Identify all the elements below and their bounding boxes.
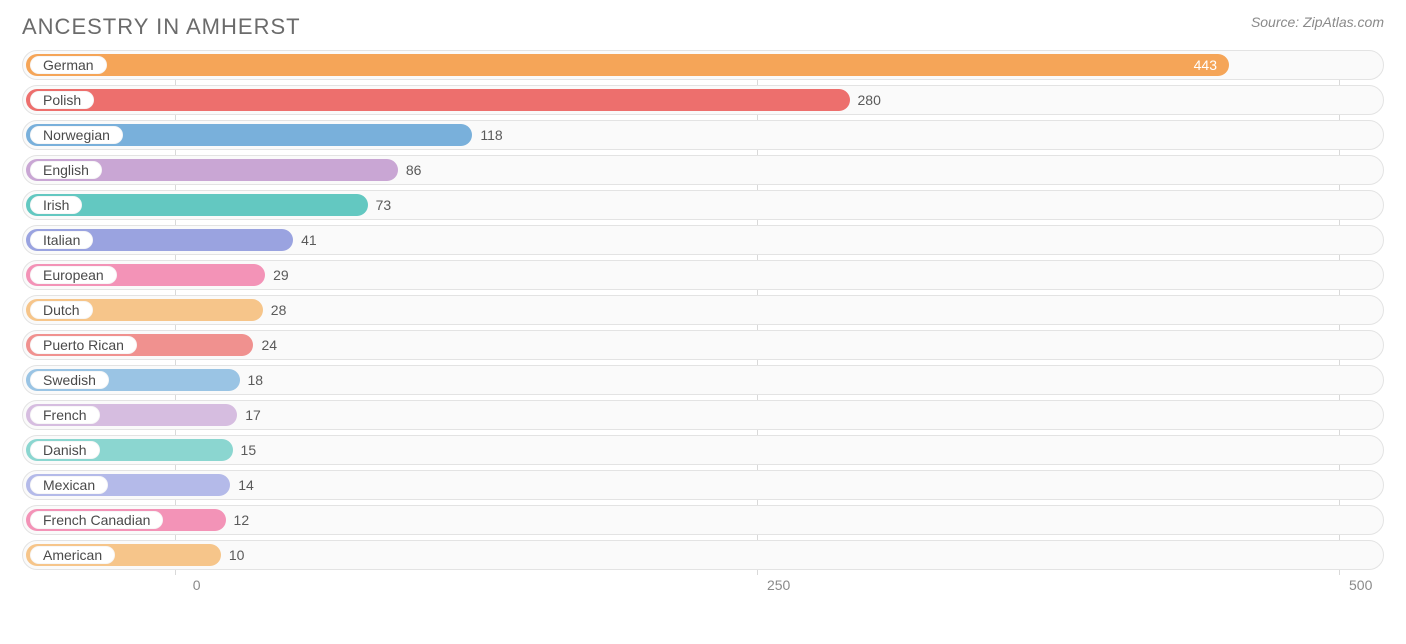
chart-title: ANCESTRY IN AMHERST [22, 14, 301, 40]
bar-container: German443 Polish 280 Norwegian 118 English 86 I… [22, 50, 1384, 570]
bar-track: Norwegian 118 [22, 120, 1384, 150]
chart-area: German443Polish280Norwegian118English86I… [0, 50, 1406, 603]
chart-source: Source: ZipAtlas.com [1251, 14, 1384, 30]
bar-value: 14 [230, 471, 254, 499]
bar-label: French Canadian [30, 511, 163, 529]
bar-value: 15 [233, 436, 257, 464]
bar-track: Puerto Rican 24 [22, 330, 1384, 360]
bar-track: Danish 15 [22, 435, 1384, 465]
bar-fill [26, 89, 850, 111]
bar-track: Mexican 14 [22, 470, 1384, 500]
bar-track: American 10 [22, 540, 1384, 570]
bar-label: French [30, 406, 100, 424]
bar-label: Mexican [30, 476, 108, 494]
axis-tick-label: 0 [193, 577, 201, 593]
bar-value: 73 [368, 191, 392, 219]
bar-label: Puerto Rican [30, 336, 137, 354]
bar-track: Polish 280 [22, 85, 1384, 115]
bar-label: Norwegian [30, 126, 123, 144]
bar-track: German443 [22, 50, 1384, 80]
bar-label: English [30, 161, 102, 179]
bar-value: 18 [240, 366, 264, 394]
bar-value: 12 [226, 506, 250, 534]
bar-label: Polish [30, 91, 94, 109]
bar-value: 29 [265, 261, 289, 289]
bar-label: European [30, 266, 117, 284]
bar-track: Swedish 18 [22, 365, 1384, 395]
bar-value: 443 [23, 51, 1229, 79]
bar-label: Italian [30, 231, 93, 249]
bar-label: Danish [30, 441, 100, 459]
x-axis: 0 250 500 [22, 575, 1384, 603]
bar-value: 17 [237, 401, 261, 429]
bar-value: 280 [850, 86, 881, 114]
bar-track: English 86 [22, 155, 1384, 185]
bar-label: Swedish [30, 371, 109, 389]
bar-label: American [30, 546, 115, 564]
bar-track: Italian 41 [22, 225, 1384, 255]
axis-tick-label: 500 [1349, 577, 1372, 593]
bar-label: Irish [30, 196, 82, 214]
bar-label: Dutch [30, 301, 93, 319]
bar-track: Irish 73 [22, 190, 1384, 220]
bar-value: 118 [472, 121, 502, 149]
bar-track: Dutch 28 [22, 295, 1384, 325]
bar-value: 28 [263, 296, 287, 324]
bar-track: French 17 [22, 400, 1384, 430]
axis-tick-label: 250 [767, 577, 790, 593]
chart-header: ANCESTRY IN AMHERST Source: ZipAtlas.com [0, 0, 1406, 50]
bar-value: 41 [293, 226, 317, 254]
bar-value: 10 [221, 541, 245, 569]
bar-value: 24 [253, 331, 277, 359]
bar-track: European 29 [22, 260, 1384, 290]
bar-value: 86 [398, 156, 422, 184]
bar-track: French Canadian 12 [22, 505, 1384, 535]
